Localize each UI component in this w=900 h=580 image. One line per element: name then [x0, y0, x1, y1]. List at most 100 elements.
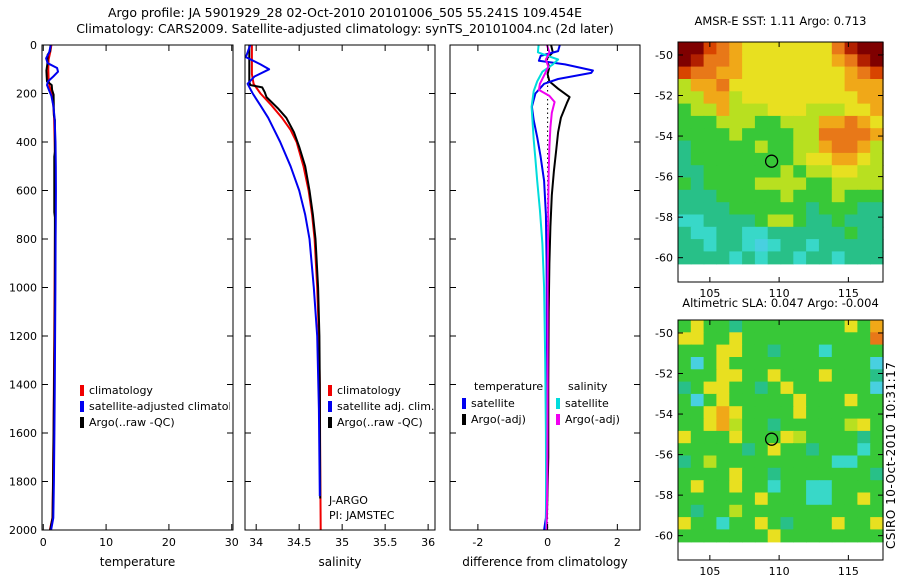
svg-text:800: 800	[16, 233, 37, 246]
svg-text:30: 30	[225, 536, 239, 549]
svg-text:110: 110	[769, 565, 790, 578]
satellite-adjusted-line-marker	[80, 400, 84, 412]
svg-text:-52: -52	[655, 90, 673, 103]
svg-text:105: 105	[699, 565, 720, 578]
sal-argo-line-marker	[556, 413, 560, 425]
legend-label: satellite adj. clim.	[337, 399, 435, 413]
legend-label: climatology	[337, 383, 401, 397]
svg-text:110: 110	[769, 287, 790, 300]
difference-profile-plot: -2 0 2	[449, 44, 641, 549]
float-location-marker	[764, 432, 779, 446]
legend-label: climatology	[89, 383, 153, 397]
legend-column-header: salinity	[568, 380, 608, 393]
legend-item: satellite	[556, 395, 620, 411]
salinity-profile-plot: 34 34.5 35 35.5 36	[244, 44, 436, 549]
svg-text:-52: -52	[655, 368, 673, 381]
temperature-legend: climatology satellite-adjusted climatolo…	[80, 382, 230, 430]
legend-label: Argo(-adj)	[565, 412, 620, 426]
salinity-legend: climatology satellite adj. clim. Argo(..…	[328, 382, 434, 430]
svg-text:-50: -50	[655, 327, 673, 340]
series-satellite-adj-clim-	[244, 44, 321, 497]
temp-satellite-line-marker	[462, 397, 466, 409]
legend-label: satellite-adjusted climatology	[89, 399, 230, 413]
svg-text:600: 600	[16, 185, 37, 198]
annotation-line: PI: JAMSTEC	[329, 509, 395, 522]
argo-source-annotation: J-ARGO PI: JAMSTEC	[329, 493, 394, 523]
legend-item: satellite-adjusted climatology	[80, 398, 230, 414]
temp-argo-line-marker	[462, 413, 466, 425]
argo-line-marker	[80, 416, 84, 428]
figure-title: Argo profile: JA 5901929_28 02-Oct-2010 …	[107, 5, 583, 20]
climatology-line-marker	[328, 384, 332, 396]
legend-item: Argo(-adj)	[462, 411, 543, 427]
svg-text:-56: -56	[655, 449, 673, 462]
sst-map-title: AMSR-E SST: 1.11 Argo: 0.713	[694, 14, 867, 28]
svg-text:20: 20	[162, 536, 176, 549]
svg-text:1400: 1400	[9, 379, 37, 392]
difference-axis-label: difference from climatology	[462, 555, 628, 569]
svg-text:115: 115	[838, 565, 859, 578]
legend-label: satellite	[471, 396, 515, 410]
svg-text:-2: -2	[472, 536, 483, 549]
svg-text:-56: -56	[655, 171, 673, 184]
series-Argo-raw-QC-	[248, 45, 322, 499]
series-satellite-adjusted-climatology	[45, 44, 59, 531]
figure-subtitle: Climatology: CARS2009. Satellite-adjuste…	[76, 21, 614, 36]
float-location-marker	[764, 154, 779, 168]
legend-item: climatology	[328, 382, 434, 398]
svg-text:35: 35	[335, 536, 349, 549]
svg-text:-60: -60	[655, 530, 673, 543]
svg-text:-50: -50	[655, 49, 673, 62]
svg-text:1200: 1200	[9, 330, 37, 343]
legend-label: Argo(-adj)	[471, 412, 526, 426]
svg-text:-54: -54	[655, 130, 673, 143]
svg-text:1000: 1000	[9, 282, 37, 295]
svg-text:0: 0	[40, 536, 47, 549]
satellite-adjusted-line-marker	[328, 400, 332, 412]
legend-item: Argo(..raw -QC)	[80, 414, 230, 430]
svg-text:115: 115	[838, 287, 859, 300]
svg-text:35.5: 35.5	[373, 536, 398, 549]
legend-item: satellite	[462, 395, 543, 411]
climatology-line-marker	[80, 384, 84, 396]
svg-text:400: 400	[16, 136, 37, 149]
csiro-timestamp: CSIRO 10-Oct-2010 10:31:17	[884, 361, 898, 549]
svg-text:34: 34	[249, 536, 263, 549]
legend-item: climatology	[80, 382, 230, 398]
svg-text:2000: 2000	[9, 524, 37, 537]
svg-text:34.5: 34.5	[287, 536, 312, 549]
svg-text:0: 0	[544, 536, 551, 549]
sla-map-title: Altimetric SLA: 0.047 Argo: -0.004	[682, 296, 879, 310]
series-salinity-satellite	[530, 44, 560, 531]
legend-label: Argo(..raw -QC)	[89, 415, 175, 429]
series-temperature-satellite	[530, 44, 594, 531]
legend-item: Argo(..raw -QC)	[328, 414, 434, 430]
legend-item: satellite adj. clim.	[328, 398, 434, 414]
series-salinity-Argo-adj-	[537, 44, 556, 531]
difference-legend-salinity: salinity satellite Argo(-adj)	[556, 379, 620, 427]
difference-legend-temperature: temperature satellite Argo(-adj)	[462, 379, 543, 427]
svg-text:-58: -58	[655, 211, 673, 224]
sst-map: 105 110 115 -50 -52 -54 -56 -58 -60	[655, 41, 884, 300]
sal-satellite-line-marker	[556, 397, 560, 409]
legend-label: Argo(..raw -QC)	[337, 415, 423, 429]
svg-text:0: 0	[30, 39, 37, 52]
svg-text:10: 10	[99, 536, 113, 549]
svg-text:-58: -58	[655, 489, 673, 502]
legend-item: Argo(-adj)	[556, 411, 620, 427]
temperature-profile-plot: 0 10 20 30 0 200 400 600 800 1000 1200 1400 1600 1800…	[9, 39, 239, 549]
sla-map: 105 110 115 -50 -52 -54 -56 -58 -60	[655, 319, 884, 578]
salinity-axis-label: salinity	[318, 555, 362, 569]
svg-text:1600: 1600	[9, 427, 37, 440]
svg-text:-54: -54	[655, 408, 673, 421]
temperature-axis-label: temperature	[99, 555, 176, 569]
svg-text:-60: -60	[655, 252, 673, 265]
svg-text:105: 105	[699, 287, 720, 300]
legend-column-header: temperature	[474, 380, 544, 393]
argo-line-marker	[328, 416, 332, 428]
svg-text:200: 200	[16, 88, 37, 101]
svg-text:1800: 1800	[9, 476, 37, 489]
legend-label: satellite	[565, 396, 609, 410]
